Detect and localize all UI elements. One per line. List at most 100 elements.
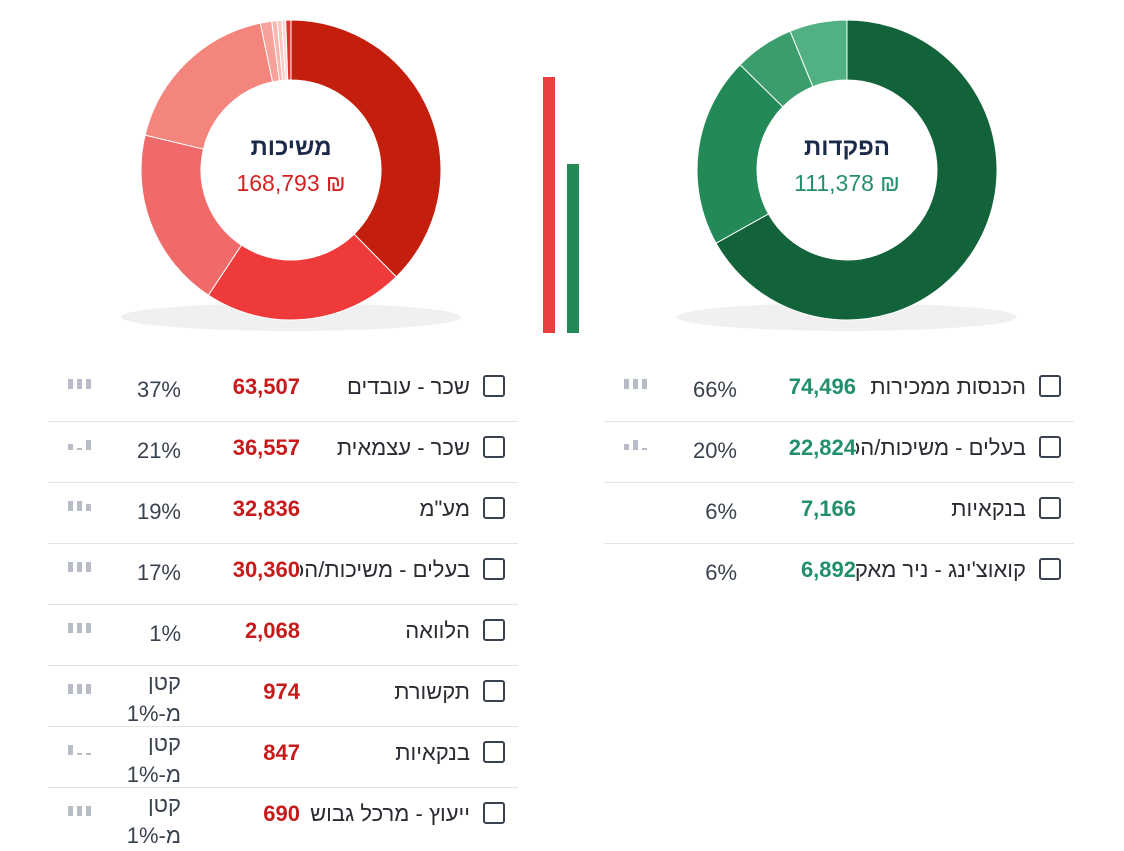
row-percentage: 20% — [692, 438, 737, 463]
row-amount: 2,068 — [244, 618, 300, 643]
row-amount: 6,892 — [800, 557, 856, 582]
row-checkbox[interactable] — [483, 375, 505, 397]
withdrawals-donut-chart — [121, 19, 461, 331]
table-row[interactable]: בעלים - משיכות/הכנסות30,360 17% — [48, 543, 518, 605]
sparkline-bar — [86, 806, 91, 816]
sparkline-bar — [86, 684, 91, 694]
sparkline-bar — [68, 806, 73, 816]
table-row[interactable]: תקשורת 974 קטן מ-1% — [48, 665, 518, 727]
row-percentage: קטן מ-1% — [126, 731, 181, 787]
row-checkbox[interactable] — [483, 802, 505, 824]
row-category-name: תקשורת — [394, 679, 470, 704]
row-checkbox[interactable] — [1039, 375, 1061, 397]
trend-sparkline-icon — [68, 800, 94, 816]
row-percentage: 1% — [149, 621, 181, 646]
withdrawals-title: משיכות — [250, 134, 332, 161]
row-amount: 63,507 — [232, 374, 300, 399]
sparkline-bar — [86, 623, 91, 633]
sparkline-bar — [77, 623, 82, 633]
row-amount: 974 — [263, 679, 300, 704]
row-percentage: 66% — [692, 377, 737, 402]
row-category-name: מע"מ — [419, 496, 470, 521]
deposits-total: 111,378 ₪ — [794, 170, 900, 196]
table-row[interactable]: מע"מ 32,836 19% — [48, 482, 518, 544]
donut-segment[interactable] — [715, 19, 998, 321]
deposits-title: הפקדות — [804, 134, 890, 161]
sparkline-bar — [624, 379, 629, 389]
withdrawals-total: 168,793 ₪ — [236, 170, 346, 196]
row-checkbox[interactable] — [1039, 558, 1061, 580]
row-percentage: 21% — [136, 438, 181, 463]
table-row[interactable]: הכנסות ממכירות 74,496 66% — [604, 360, 1074, 422]
donut-segment[interactable] — [144, 22, 274, 150]
trend-sparkline-icon — [68, 617, 94, 633]
sparkline-bar — [624, 444, 629, 450]
table-row[interactable]: שכר - עובדים 63,507 37% — [48, 360, 518, 422]
row-amount: 847 — [263, 740, 300, 765]
sparkline-bar — [77, 684, 82, 694]
withdrawals-table: שכר - עובדים 63,507 37% שכר - עצמאית 36,557 2… — [48, 360, 518, 848]
row-checkbox[interactable] — [483, 436, 505, 458]
sparkline-bar — [77, 501, 82, 511]
sparkline-bar — [68, 444, 73, 450]
row-checkbox[interactable] — [483, 741, 505, 763]
row-category-name: קואוצ'ינג - ניר מאק — [856, 557, 1026, 582]
row-amount: 7,166 — [800, 496, 856, 521]
row-checkbox[interactable] — [1039, 497, 1061, 519]
sparkline-bar — [68, 623, 73, 633]
deposits-table: הכנסות ממכירות 74,496 66% בעלים - משיכות/הכ… — [604, 360, 1074, 610]
table-row[interactable]: הלוואה 2,068 1% — [48, 604, 518, 666]
donut-segment[interactable] — [290, 19, 442, 278]
row-category-name: ייעוץ - מרכל גבוש — [310, 801, 470, 826]
sparkline-bar — [86, 440, 91, 450]
row-checkbox[interactable] — [1039, 436, 1061, 458]
table-row[interactable]: בעלים - משיכות/הכנסות22,824 20% — [604, 421, 1074, 483]
donut-segment[interactable] — [285, 19, 292, 81]
row-amount: 30,360 — [232, 557, 300, 582]
row-category-name: הכנסות ממכירות — [870, 374, 1026, 399]
sparkline-bar — [77, 562, 82, 572]
sparkline-bar — [633, 379, 638, 389]
sparkline-bar — [77, 448, 82, 450]
trend-sparkline-icon — [68, 495, 94, 511]
deposits-donut-chart — [677, 19, 1017, 331]
row-category-name: בעלים - משיכות/הכנסות — [856, 435, 1026, 460]
row-percentage: 6% — [705, 499, 737, 524]
sparkline-bar — [86, 379, 91, 389]
trend-sparkline-icon — [624, 434, 650, 450]
sparkline-bar — [77, 379, 82, 389]
row-percentage: 6% — [705, 560, 737, 585]
row-amount: 74,496 — [788, 374, 856, 399]
sparkline-bar — [86, 562, 91, 572]
trend-sparkline-icon — [68, 556, 94, 572]
table-row[interactable]: בנקאיות 847 קטן מ-1% — [48, 726, 518, 788]
table-row[interactable]: שכר - עצמאית 36,557 21% — [48, 421, 518, 483]
sparkline-bar — [642, 379, 647, 389]
row-amount: 32,836 — [232, 496, 300, 521]
sparkline-bar — [642, 448, 647, 450]
sparkline-bar — [86, 753, 91, 755]
row-checkbox[interactable] — [483, 497, 505, 519]
trend-sparkline-icon — [68, 739, 94, 755]
row-checkbox[interactable] — [483, 680, 505, 702]
donut-segment[interactable] — [789, 19, 848, 88]
row-percentage: 19% — [136, 499, 181, 524]
trend-sparkline-icon — [68, 434, 94, 450]
sparkline-bar — [68, 684, 73, 694]
row-category-name: בעלים - משיכות/הכנסות — [300, 557, 470, 582]
row-checkbox[interactable] — [483, 619, 505, 641]
row-percentage: 37% — [136, 377, 181, 402]
table-row[interactable]: ייעוץ - מרכל גבוש 690 קטן מ-1% — [48, 787, 518, 848]
row-amount: 22,824 — [788, 435, 856, 460]
table-row[interactable]: קואוצ'ינג - ניר מאק 6,892 6% — [604, 543, 1074, 604]
sparkline-bar — [77, 806, 82, 816]
row-category-name: הלוואה — [405, 618, 470, 643]
sparkline-bar — [68, 379, 73, 389]
row-category-name: שכר - עובדים — [347, 374, 470, 399]
sparkline-bar — [86, 504, 91, 511]
table-row[interactable]: בנקאיות 7,166 6% — [604, 482, 1074, 544]
row-amount: 690 — [263, 801, 300, 826]
row-category-name: שכר - עצמאית — [336, 435, 470, 460]
row-checkbox[interactable] — [483, 558, 505, 580]
trend-sparkline-icon — [68, 678, 94, 694]
